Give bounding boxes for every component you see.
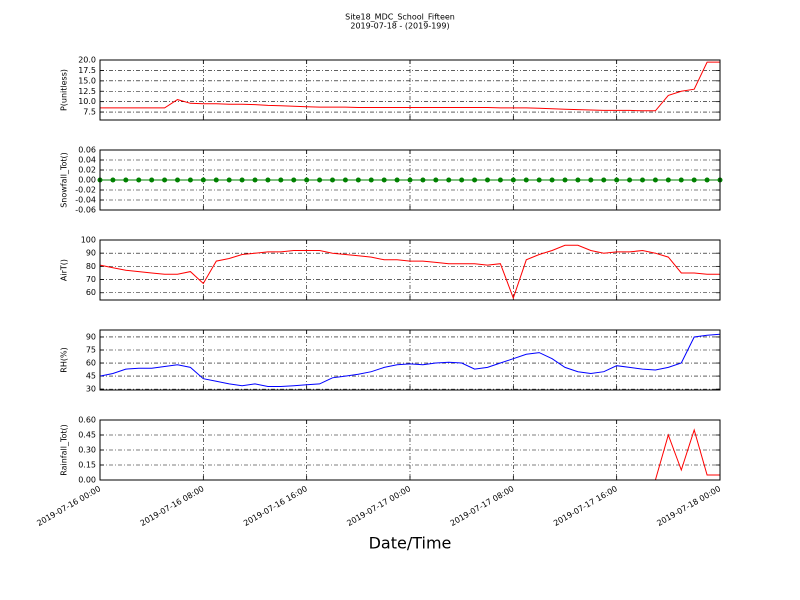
y-tick-label: 0.30 — [78, 446, 96, 455]
data-point — [575, 177, 581, 183]
data-point — [394, 177, 400, 183]
data-point — [123, 177, 129, 183]
y-tick-label: 100 — [81, 236, 96, 245]
y-tick-label: 15.0 — [78, 76, 96, 85]
data-point — [601, 177, 607, 183]
data-point — [640, 177, 645, 183]
data-point — [110, 177, 116, 183]
y-tick-label: 30 — [86, 385, 96, 394]
y-tick-label: 70 — [86, 275, 96, 284]
data-point — [330, 177, 335, 183]
y-tick-label: -0.02 — [75, 186, 96, 195]
data-point — [678, 177, 684, 183]
data-point — [355, 177, 361, 183]
data-point — [549, 177, 555, 183]
data-point — [213, 177, 219, 183]
plot-frame — [99, 329, 721, 391]
data-point — [485, 177, 490, 183]
data-point — [510, 177, 516, 183]
data-point — [252, 177, 258, 183]
y-tick-label: 0.06 — [78, 146, 96, 155]
y-tick-label: 0.45 — [78, 431, 96, 440]
y-axis-label: RH(%) — [60, 347, 69, 372]
y-tick-label: 0.04 — [78, 156, 96, 165]
y-tick-label: 17.5 — [78, 66, 96, 75]
data-point — [265, 177, 271, 183]
data-point — [162, 177, 168, 183]
data-point — [614, 177, 620, 183]
data-point — [497, 177, 503, 183]
data-point — [278, 177, 284, 183]
data-point — [317, 177, 323, 183]
y-tick-label: 45 — [86, 372, 96, 381]
data-point — [407, 177, 413, 183]
data-point — [175, 177, 180, 183]
data-point — [420, 177, 426, 183]
chart-subtitle: 2019-07-18 - (2019-199) — [350, 22, 449, 31]
plot-frame — [99, 59, 721, 121]
data-line — [100, 61, 720, 112]
y-tick-label: -0.06 — [75, 206, 96, 215]
chart-title: Site18_MDC_School_Fifteen — [345, 13, 455, 22]
y-tick-label: 0.00 — [78, 476, 96, 485]
data-point — [627, 177, 633, 183]
data-point — [239, 177, 245, 183]
y-tick-label: 0.15 — [78, 461, 96, 470]
y-tick-label: 20.0 — [78, 56, 96, 65]
y-tick-label: 0.60 — [78, 416, 96, 425]
data-point — [691, 177, 697, 183]
y-tick-label: 0.02 — [78, 166, 96, 175]
data-point — [291, 177, 297, 183]
y-tick-label: 12.5 — [78, 87, 96, 96]
y-axis-label: P(unitless) — [60, 69, 69, 111]
y-tick-label: 90 — [86, 332, 96, 341]
plot-frame — [99, 419, 721, 481]
plot-frame — [99, 239, 721, 301]
y-tick-label: 75 — [86, 346, 96, 355]
data-point — [665, 177, 671, 183]
data-point — [459, 177, 465, 183]
y-axis-label: Rainfall_Tot() — [60, 424, 69, 476]
y-axis-label: AirT() — [60, 259, 69, 281]
data-point — [381, 177, 387, 183]
data-point — [342, 177, 348, 183]
data-point — [149, 177, 155, 183]
data-point — [588, 177, 594, 183]
data-line — [99, 244, 720, 300]
y-tick-label: 0.00 — [78, 176, 96, 185]
data-point — [536, 177, 542, 183]
y-tick-label: 7.5 — [83, 108, 96, 117]
x-axis-label: Date/Time — [369, 534, 452, 553]
data-point — [200, 177, 206, 183]
data-point — [562, 177, 568, 183]
data-point — [472, 177, 478, 183]
y-tick-label: 90 — [86, 249, 96, 258]
y-axis-label: Snowfall_Tot() — [60, 152, 69, 208]
y-tick-label: 60 — [86, 288, 96, 297]
y-tick-label: 10.0 — [78, 97, 96, 106]
y-tick-label: -0.04 — [75, 196, 96, 205]
data-point — [368, 177, 374, 183]
data-point — [704, 177, 710, 183]
y-tick-label: 80 — [86, 262, 96, 271]
data-point — [136, 177, 142, 183]
data-line — [99, 333, 721, 387]
data-point — [433, 177, 439, 183]
data-point — [446, 177, 452, 183]
data-point — [652, 177, 658, 183]
data-point — [304, 177, 310, 183]
data-point — [523, 177, 529, 183]
data-point — [226, 177, 232, 183]
y-tick-label: 60 — [86, 359, 96, 368]
data-point — [187, 177, 193, 183]
plot-frame — [99, 149, 721, 211]
